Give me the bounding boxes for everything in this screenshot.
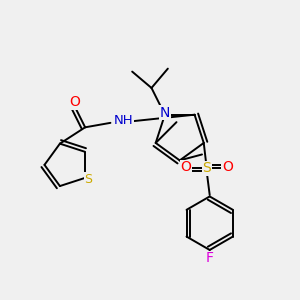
Text: O: O (69, 95, 80, 109)
Text: S: S (84, 173, 92, 186)
Text: N: N (160, 106, 170, 120)
Text: F: F (206, 251, 214, 265)
Text: O: O (181, 160, 191, 174)
Text: NH: NH (114, 114, 134, 127)
Text: S: S (202, 161, 211, 175)
Text: O: O (222, 160, 233, 174)
